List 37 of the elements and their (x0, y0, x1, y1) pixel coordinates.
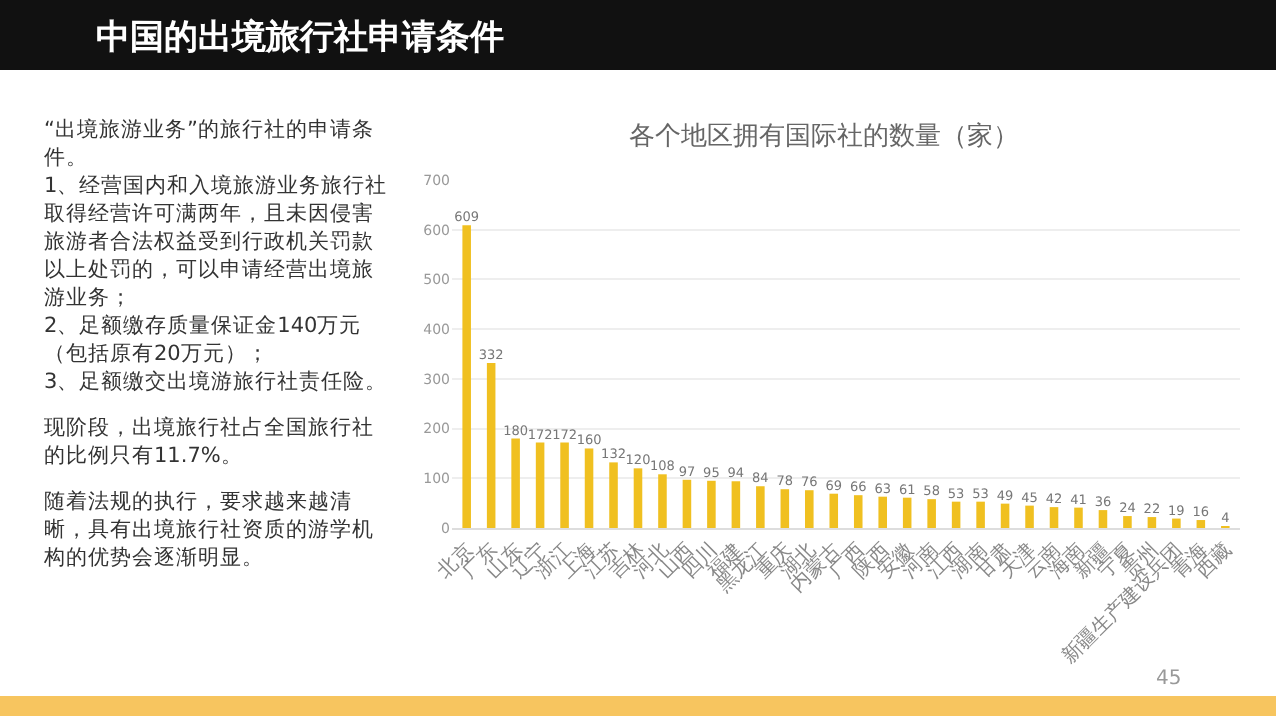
chart-title: 中国的出境旅行社申请条件 (96, 16, 504, 60)
bar (1074, 507, 1083, 528)
bar (756, 486, 765, 528)
bar (658, 474, 667, 528)
bar (486, 362, 496, 528)
text: 现阶段，出境旅行社占全国旅行社的比例只有11.7%。 (44, 414, 376, 470)
bar (951, 501, 961, 528)
bar (1172, 518, 1181, 528)
bar (682, 479, 692, 528)
text: 随着法规的执行，要求越来越清晰，具有出境旅行社资质的游学机构的优势会逐渐明显。 (44, 488, 376, 572)
bar (609, 462, 618, 528)
bar (1025, 505, 1034, 528)
bar (511, 438, 520, 528)
bar (707, 480, 716, 528)
bar (829, 493, 839, 528)
bar (1098, 510, 1108, 528)
bar (731, 481, 741, 528)
bar (927, 499, 936, 528)
bar (902, 497, 912, 528)
bar (878, 496, 887, 528)
bar (1123, 516, 1132, 528)
bar (853, 495, 863, 528)
bar (535, 442, 545, 528)
bar (976, 501, 985, 528)
bar (584, 448, 594, 528)
bar (1000, 503, 1010, 528)
text: “出境旅游业务”的旅行社的申请条件。 1、经营国内和入境旅游业务旅行社取得经营许可满两年，且未因侵害旅游者合法权益受到行政机关罚款以上处罚的，可以申请经营出境旅游业务； 2、足额缴存质量保证金140万元（包括原有20万元）； 3、足额缴交出境游旅行社责任险。 (44, 118, 388, 394)
bar (1196, 520, 1206, 528)
bar (633, 468, 643, 528)
bar (560, 442, 569, 528)
bar (1049, 507, 1059, 528)
bar (1147, 517, 1157, 528)
chart-subtitle: 各个地区拥有国际社的数量（家） (629, 119, 1019, 152)
bar (462, 225, 471, 528)
bar (780, 489, 790, 528)
text: 45 (1156, 668, 1182, 690)
bar (805, 490, 814, 528)
